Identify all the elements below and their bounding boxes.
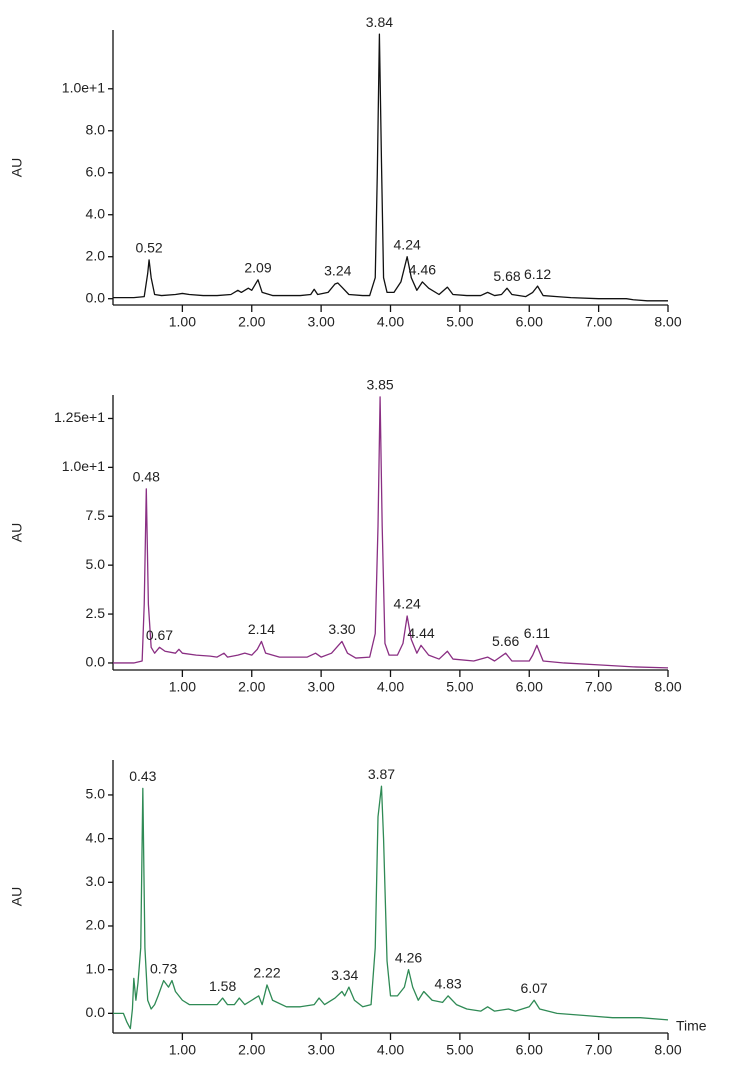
peak-label: 3.30: [328, 621, 355, 637]
x-tick-label: 4.00: [377, 679, 404, 695]
y-tick-label: 4.0: [86, 829, 106, 845]
peak-label: 0.52: [135, 240, 162, 256]
y-axis-label: AU: [9, 158, 25, 177]
peak-label: 0.73: [150, 960, 177, 976]
x-tick-label: 3.00: [308, 679, 335, 695]
y-tick-label: 0.0: [86, 289, 106, 305]
peak-label: 2.09: [244, 260, 271, 276]
x-tick-label: 5.00: [446, 679, 473, 695]
x-tick-label: 2.00: [238, 1042, 265, 1058]
x-tick-label: 8.00: [654, 314, 681, 330]
y-tick-label: 2.5: [86, 605, 106, 621]
y-tick-label: 1.0e+1: [62, 458, 105, 474]
trace: [113, 33, 668, 302]
y-tick-label: 0.0: [86, 1004, 106, 1020]
x-tick-label: 7.00: [585, 679, 612, 695]
peak-label: 3.34: [331, 967, 358, 983]
x-tick-label: 6.00: [516, 314, 543, 330]
x-tick-label: 3.00: [308, 314, 335, 330]
x-tick-label: 4.00: [377, 314, 404, 330]
trace: [113, 785, 669, 1030]
peak-label: 3.84: [366, 14, 393, 30]
x-tick-label: 3.00: [308, 1042, 335, 1058]
x-tick-label: 8.00: [654, 1042, 681, 1058]
peak-label: 6.12: [524, 266, 551, 282]
y-tick-label: 1.0: [86, 960, 106, 976]
x-axis-label: Time: [676, 1018, 707, 1034]
peak-label: 3.87: [368, 766, 395, 782]
peak-label: 3.24: [324, 263, 351, 279]
y-tick-label: 1.25e+1: [54, 409, 105, 425]
peak-label: 1.58: [209, 978, 236, 994]
peak-label: 4.46: [409, 262, 436, 278]
x-tick-label: 2.00: [238, 679, 265, 695]
peak-label: 2.22: [253, 965, 280, 981]
x-tick-label: 8.00: [654, 679, 681, 695]
peak-label: 0.48: [133, 469, 160, 485]
peak-label: 4.83: [434, 976, 461, 992]
peak-label: 6.11: [524, 625, 550, 641]
peak-label: 2.14: [248, 621, 275, 637]
y-tick-label: 4.0: [86, 205, 106, 221]
y-tick-label: 2.0: [86, 917, 106, 933]
peak-label: 4.44: [407, 625, 434, 641]
x-tick-label: 1.00: [169, 314, 196, 330]
x-tick-label: 5.00: [446, 314, 473, 330]
y-tick-label: 0.0: [86, 654, 106, 670]
peak-label: 3.85: [366, 377, 393, 393]
y-tick-label: 7.5: [86, 507, 106, 523]
peak-label: 4.24: [394, 236, 421, 252]
y-tick-label: 3.0: [86, 873, 106, 889]
x-tick-label: 2.00: [238, 314, 265, 330]
y-tick-label: 2.0: [86, 247, 106, 263]
y-tick-label: 5.0: [86, 556, 106, 572]
peak-label: 4.26: [395, 949, 422, 965]
x-tick-label: 7.00: [585, 1042, 612, 1058]
x-tick-label: 4.00: [377, 1042, 404, 1058]
y-tick-label: 1.0e+1: [62, 79, 105, 95]
trace: [113, 396, 669, 669]
y-tick-label: 6.0: [86, 163, 106, 179]
peak-label: 5.68: [493, 268, 520, 284]
x-tick-label: 1.00: [169, 1042, 196, 1058]
peak-label: 6.07: [520, 980, 547, 996]
peak-label: 5.66: [492, 633, 519, 649]
peak-label: 4.24: [394, 596, 421, 612]
x-tick-label: 6.00: [516, 679, 543, 695]
y-tick-label: 8.0: [86, 121, 106, 137]
peak-label: 0.43: [129, 768, 156, 784]
x-tick-label: 6.00: [516, 1042, 543, 1058]
peak-label: 0.67: [146, 627, 173, 643]
y-tick-label: 5.0: [86, 786, 106, 802]
x-tick-label: 5.00: [446, 1042, 473, 1058]
x-tick-label: 7.00: [585, 314, 612, 330]
y-axis-label: AU: [9, 523, 25, 542]
y-axis-label: AU: [9, 887, 25, 906]
x-tick-label: 1.00: [169, 679, 196, 695]
